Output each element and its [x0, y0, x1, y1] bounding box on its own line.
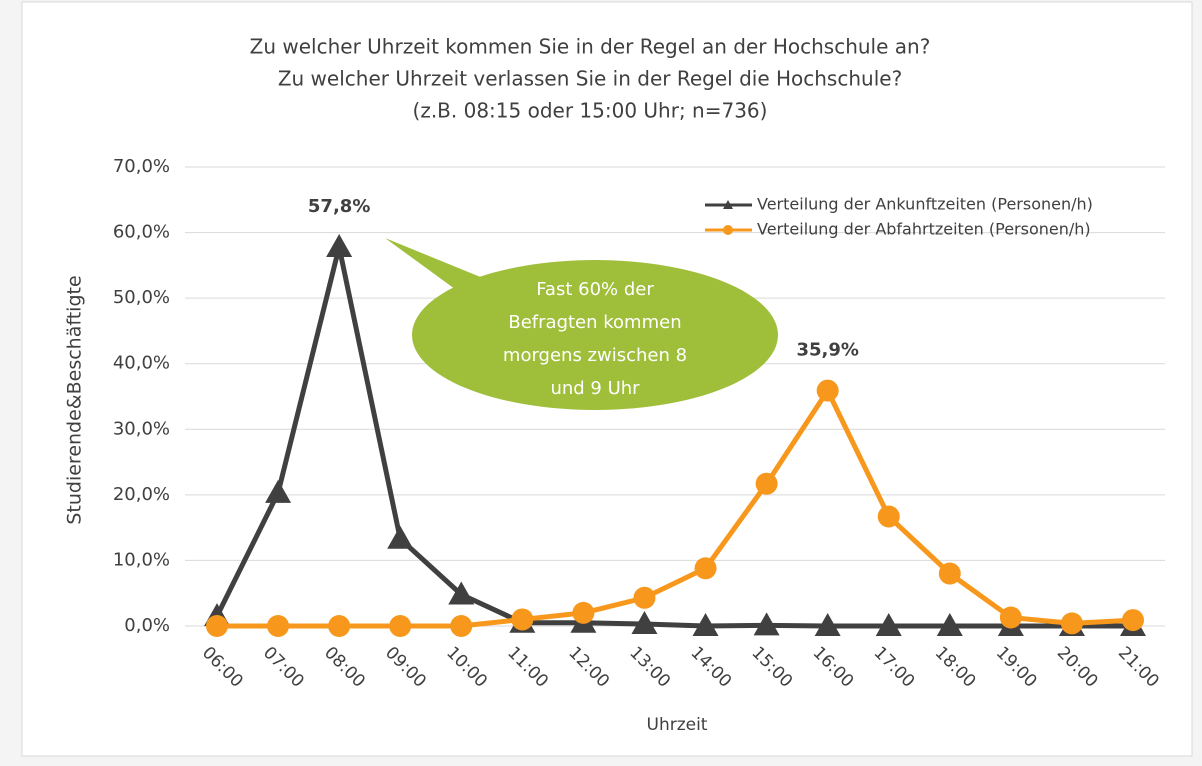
legend-label: Verteilung der Ankunftzeiten (Personen/h… [757, 195, 1093, 214]
point [755, 472, 778, 495]
annotation: Fast 60% der [536, 279, 654, 300]
point [999, 606, 1022, 629]
point [265, 479, 292, 503]
point [326, 233, 353, 257]
point [938, 562, 961, 585]
point [206, 615, 228, 637]
point [875, 613, 902, 636]
point [450, 615, 473, 637]
point [1122, 609, 1144, 632]
y-tick-label: 30,0% [113, 418, 170, 439]
y-tick-label: 60,0% [113, 222, 170, 243]
legend-marker [723, 200, 733, 209]
annotation: morgens zwischen 8 [503, 345, 687, 366]
y-tick-label: 40,0% [113, 353, 170, 374]
point [936, 613, 963, 636]
chart-title: Zu welcher Uhrzeit verlassen Sie in der … [278, 67, 902, 91]
legend-marker [723, 225, 733, 235]
point [572, 601, 595, 624]
point [877, 505, 900, 528]
annotation: Befragten kommen [508, 312, 681, 333]
point [1060, 612, 1083, 635]
y-tick-label: 50,0% [113, 287, 170, 308]
point [692, 613, 719, 636]
y-tick-label: 20,0% [113, 484, 170, 505]
point [631, 611, 658, 635]
y-axis-label: Studierende&Beschäftigte [64, 275, 86, 524]
point [753, 612, 780, 636]
point [387, 525, 414, 549]
y-tick-label: 10,0% [113, 549, 170, 570]
point [448, 581, 475, 605]
point [267, 615, 290, 637]
y-tick-label: 0,0% [124, 615, 170, 636]
data-label: 57,8% [308, 196, 370, 217]
series-line [214, 244, 1133, 629]
point [816, 379, 839, 402]
data-label: 35,9% [796, 340, 858, 361]
callout [412, 260, 778, 410]
chart-title: Zu welcher Uhrzeit kommen Sie in der Reg… [250, 35, 931, 59]
point [328, 615, 351, 637]
point [511, 608, 534, 631]
point [633, 586, 656, 609]
x-axis-label: Uhrzeit [647, 715, 708, 735]
point [814, 613, 841, 636]
point [389, 615, 412, 637]
series-line [217, 388, 1134, 629]
legend-label: Verteilung der Abfahrtzeiten (Personen/h… [757, 220, 1091, 239]
point [694, 557, 717, 580]
y-tick-label: 70,0% [113, 156, 170, 177]
annotation: und 9 Uhr [550, 378, 640, 399]
chart-title: (z.B. 08:15 oder 15:00 Uhr; n=736) [413, 99, 768, 123]
